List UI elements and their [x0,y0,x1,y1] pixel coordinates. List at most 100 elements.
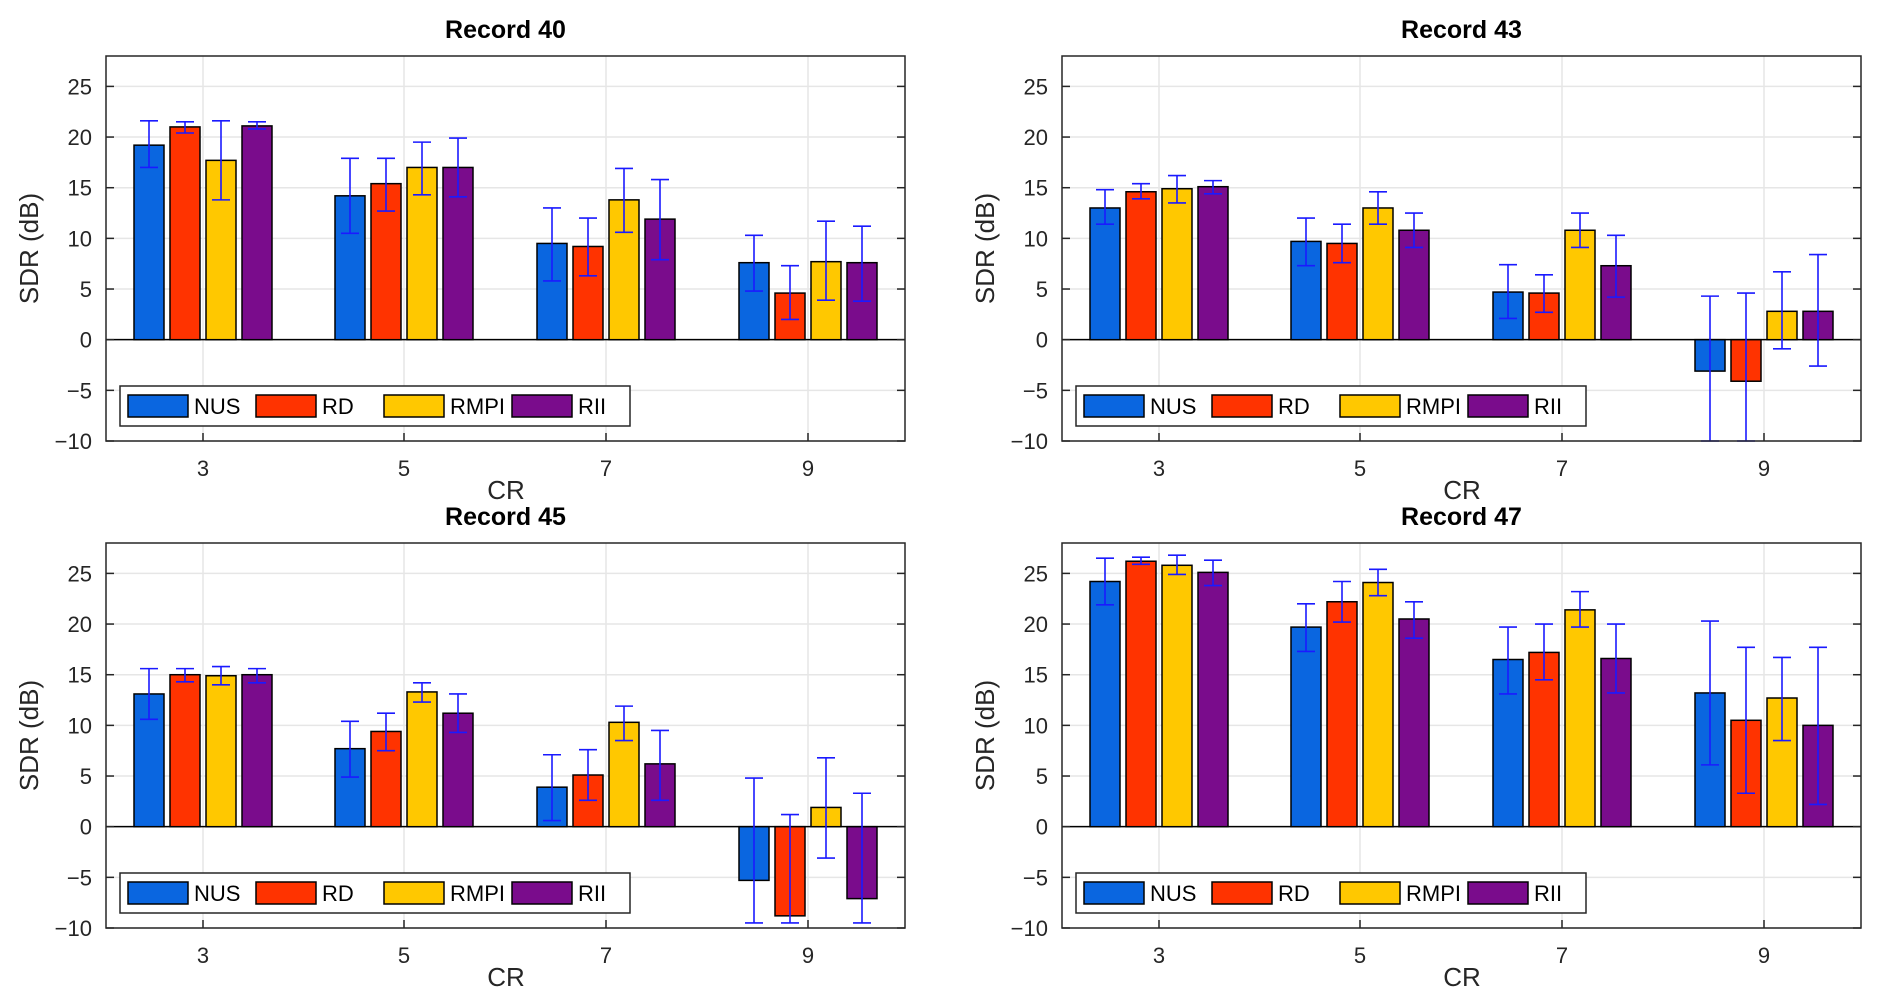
bar-rmpi-cr5 [1362,207,1394,341]
bar-nus-cr3 [1089,580,1121,828]
y-tick-label: 15 [1024,663,1048,688]
legend-swatch-nus [1083,881,1145,905]
bar-rii-cr5 [1398,229,1430,341]
chart-panel-3: 25 20 15 10 5 0 −5 −10 3 5 7 9 Record 45 CR SDR (dB) NU… [14,503,906,991]
error-bar-nus-cr9 [745,777,763,924]
legend-swatch-rii [1467,394,1529,418]
legend-label-nus: NUS [194,394,240,419]
error-bar-rii-cr9 [853,792,871,924]
legend: NUS RD RMPI RII [1075,385,1587,427]
y-tick-label: 5 [1036,277,1048,302]
x-tick-label: 5 [398,943,410,968]
legend-label-rmpi: RMPI [1406,394,1461,419]
error-bar-rmpi-cr3 [212,665,230,686]
axes-box [1061,55,1862,442]
bar-rmpi-cr7 [1564,609,1596,828]
bar-nus-cr3 [1089,207,1121,341]
y-tick-label: 20 [1024,612,1048,637]
x-tick-label: 3 [1153,456,1165,481]
error-bar-rmpi-cr5 [1369,190,1387,225]
chart-panel-4: 25 20 15 10 5 0 −5 −10 3 5 7 9 Record 47 CR SDR (dB) NU… [970,503,1862,991]
x-tick-label: 5 [398,456,410,481]
y-tick-label: −5 [67,865,92,890]
error-bar-rd-cr9 [781,813,799,924]
error-bar-rii-cr7 [651,729,669,802]
legend-label-rmpi: RMPI [450,394,505,419]
bar-rd-cr3 [169,673,201,828]
x-tick-label: 9 [802,456,814,481]
x-axis-label: CR [1443,475,1481,505]
legend-swatch-rd [1211,881,1273,905]
bar-rmpi-cr5 [406,166,438,341]
error-bar-rii-cr9 [1809,646,1827,806]
error-bar-rmpi-cr9 [817,756,835,859]
y-axis-label: SDR (dB) [970,193,1000,304]
legend-label-rii: RII [578,394,606,419]
legend-swatch-rmpi [1339,394,1401,418]
error-bar-rii-cr5 [449,693,467,734]
x-tick-label: 7 [1556,456,1568,481]
error-bar-rmpi-cr3 [1168,174,1186,204]
bar-rmpi-cr3 [1161,564,1193,828]
error-bar-nus-cr7 [543,753,561,822]
error-bar-nus-cr9 [745,234,763,292]
error-bar-rmpi-cr7 [615,167,633,234]
x-tick-label: 9 [802,943,814,968]
error-bar-rd-cr7 [579,217,597,277]
error-bar-nus-cr5 [1297,217,1315,267]
legend-swatch-nus [127,394,189,418]
error-bar-rd-cr5 [1333,223,1351,264]
legend-swatch-rd [255,881,317,905]
y-tick-label: 5 [1036,764,1048,789]
bar-nus-cr5 [1290,626,1322,828]
y-tick-label: 15 [1024,176,1048,201]
y-tick-label: 25 [1024,74,1048,99]
error-bar-rii-cr3 [248,667,266,684]
bar-nus-cr7 [536,242,568,341]
error-bar-rii-cr7 [1607,623,1625,694]
error-bar-rd-cr9 [781,264,799,321]
y-tick-label: 5 [80,764,92,789]
error-bar-rii-cr7 [651,178,669,261]
bar-rd-cr3 [1125,560,1157,828]
error-bar-nus-cr5 [341,720,359,778]
x-tick-label: 7 [1556,943,1568,968]
chart-title: Record 47 [1401,503,1522,531]
error-bar-nus-cr3 [1096,557,1114,606]
y-tick-label: 25 [68,74,92,99]
chart-panel-2: 25 20 15 10 5 0 −5 −10 3 5 7 9 Record 43 CR SDR (dB) NU… [970,16,1862,505]
error-bar-rd-cr3 [176,667,194,683]
legend-label-rii: RII [1534,881,1562,906]
error-bar-rmpi-cr7 [615,705,633,742]
error-bar-nus-cr5 [341,157,359,235]
error-bar-rii-cr3 [1204,179,1222,195]
bar-rmpi-cr5 [406,691,438,828]
y-tick-label: −10 [1011,916,1048,941]
error-bar-rmpi-cr9 [1773,271,1791,350]
y-tick-label: −10 [55,429,92,454]
error-bar-nus-cr5 [1297,602,1315,653]
x-tick-label: 3 [1153,943,1165,968]
y-tick-label: 10 [1024,713,1048,738]
bar-rmpi-cr3 [205,674,237,828]
bar-nus-cr5 [334,195,366,341]
axes-box [105,542,906,929]
bar-rd-cr7 [1528,651,1560,828]
legend-label-nus: NUS [1150,394,1196,419]
bar-rii-cr3 [1197,571,1229,828]
error-bar-nus-cr3 [140,120,158,169]
x-axis-label: CR [1443,962,1481,991]
x-axis-label: CR [487,475,525,505]
bar-rii-cr3 [241,125,273,341]
error-bar-rmpi-cr9 [817,220,835,301]
error-bar-rmpi-cr7 [1571,590,1589,628]
y-tick-label: 10 [1024,226,1048,251]
error-bar-rd-cr5 [377,712,395,752]
y-tick-label: 20 [1024,125,1048,150]
error-bar-rmpi-cr7 [1571,212,1589,249]
error-bar-rii-cr9 [853,225,871,302]
x-tick-label: 5 [1354,456,1366,481]
bar-rii-cr5 [1398,618,1430,828]
legend-swatch-nus [1083,394,1145,418]
